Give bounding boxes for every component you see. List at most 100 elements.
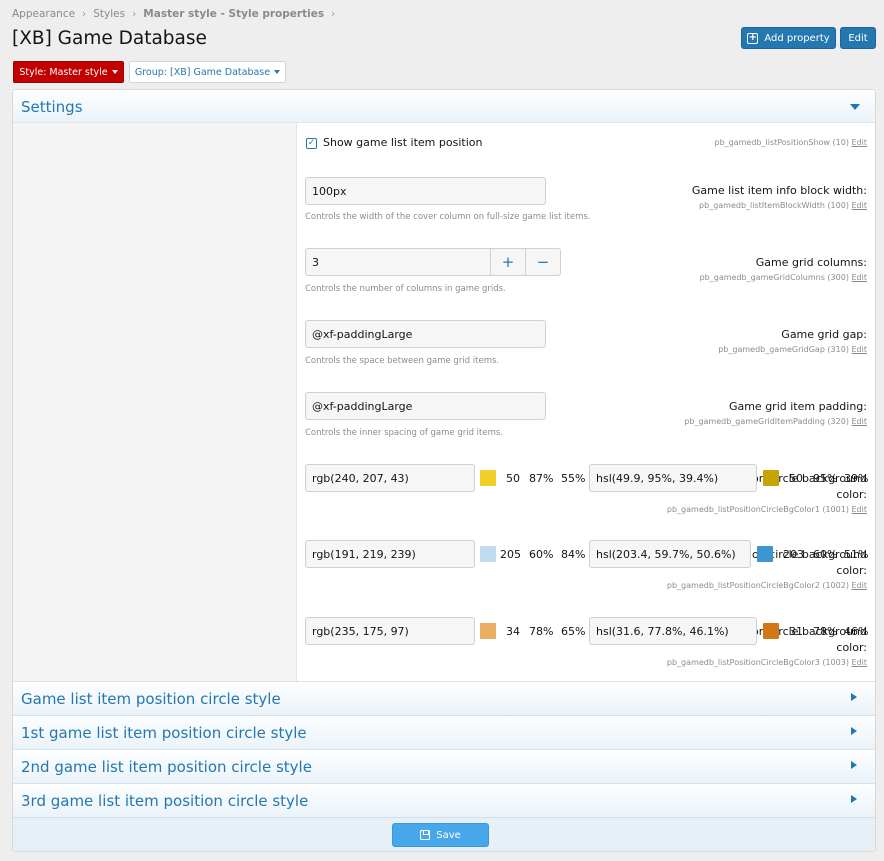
breadcrumb-link-appearance[interactable]: Appearance bbox=[12, 8, 76, 20]
settings-section-header[interactable]: Settings bbox=[13, 90, 875, 123]
section-header-2nd-circle-style[interactable]: 2nd game list item position circle style bbox=[13, 749, 875, 783]
hsl-color-input[interactable]: hsl(203.4, 59.7%, 50.6%) bbox=[589, 540, 751, 568]
settings-title: Settings bbox=[21, 98, 83, 116]
color-label-suffix: color: bbox=[836, 488, 867, 501]
hue-value: 50 bbox=[789, 472, 803, 485]
property-hint: pb_gamedb_gameGridGap (310) Edit bbox=[718, 345, 867, 354]
property-hint: pb_gamedb_listPositionCircleBgColor1 (10… bbox=[667, 505, 867, 514]
saturation-value: 87% bbox=[529, 472, 554, 485]
save-button[interactable]: Save bbox=[392, 823, 489, 847]
edit-link[interactable]: Edit bbox=[851, 273, 868, 282]
color-swatch[interactable] bbox=[763, 623, 779, 639]
edit-link[interactable]: Edit bbox=[851, 581, 868, 590]
edit-link[interactable]: Edit bbox=[851, 138, 868, 147]
expand-toggle-icon bbox=[851, 795, 857, 803]
property-name: pb_gamedb_listPositionCircleBgColor1 (10… bbox=[666, 505, 849, 514]
grid-gap-label: Game grid gap: bbox=[781, 328, 867, 341]
style-selector-button[interactable]: Style: Master style bbox=[13, 61, 124, 83]
hsl-color-input[interactable]: hsl(49.9, 95%, 39.4%) bbox=[589, 464, 757, 492]
grid-padding-label: Game grid item padding: bbox=[728, 400, 867, 413]
color-swatch[interactable] bbox=[757, 546, 773, 562]
rgb-color-input[interactable]: rgb(191, 219, 239) bbox=[305, 540, 475, 568]
block-width-explain: Controls the width of the cover column o… bbox=[305, 212, 591, 222]
hsl-color-input[interactable]: hsl(31.6, 77.8%, 46.1%) bbox=[589, 617, 757, 645]
grid-columns-input[interactable]: 3 bbox=[305, 248, 491, 276]
expand-toggle-icon bbox=[851, 727, 857, 735]
grid-columns-explain: Controls the number of columns in game g… bbox=[305, 284, 506, 294]
section-header-1st-circle-style[interactable]: 1st game list item position circle style bbox=[13, 715, 875, 749]
expand-toggle-icon bbox=[851, 693, 857, 701]
property-name: pb_gamedb_gameGridGap (310) bbox=[718, 345, 849, 354]
property-hint: pb_gamedb_listItemBlockWidth (100) Edit bbox=[699, 201, 867, 210]
property-hint: pb_gamedb_listPositionCircleBgColor3 (10… bbox=[667, 658, 867, 667]
property-name: pb_gamedb_listPositionCircleBgColor3 (10… bbox=[666, 658, 849, 667]
grid-padding-input[interactable]: @xf-paddingLarge bbox=[305, 392, 546, 420]
chevron-down-icon bbox=[274, 70, 281, 74]
expand-toggle-icon bbox=[851, 761, 857, 769]
block-width-label: Game list item info block width: bbox=[691, 184, 867, 197]
lightness-value: 84% bbox=[561, 548, 586, 561]
grid-padding-explain: Controls the inner spacing of game grid … bbox=[305, 428, 504, 438]
color-swatch[interactable] bbox=[480, 623, 496, 639]
edit-link[interactable]: Edit bbox=[851, 201, 868, 210]
hue-value: 205 bbox=[500, 548, 521, 561]
breadcrumb-separator: › bbox=[132, 8, 137, 20]
group-selector-button[interactable]: Group: [XB] Game Database bbox=[129, 61, 286, 83]
edit-link[interactable]: Edit bbox=[851, 505, 868, 514]
lightness-value: 46% bbox=[844, 625, 869, 638]
saturation-value: 78% bbox=[813, 625, 838, 638]
section-header-3rd-circle-style[interactable]: 3rd game list item position circle style bbox=[13, 783, 875, 817]
edit-label: Edit bbox=[848, 32, 868, 44]
style-selector-label: Style: Master style bbox=[19, 66, 108, 78]
color-swatch[interactable] bbox=[480, 470, 496, 486]
property-name: pb_gamedb_listPositionCircleBgColor2 (10… bbox=[666, 581, 849, 590]
minus-icon: − bbox=[536, 253, 550, 271]
show-position-label: Show game list item position bbox=[323, 136, 483, 149]
color-swatch[interactable] bbox=[763, 470, 779, 486]
section-title: 2nd game list item position circle style bbox=[21, 758, 312, 776]
edit-link[interactable]: Edit bbox=[851, 417, 868, 426]
property-hint: pb_gamedb_gameGridItemPadding (320) Edit bbox=[684, 417, 867, 426]
style-properties-panel: Settings pb_gamedb_listPositionShow (10)… bbox=[12, 89, 876, 852]
section-title: 3rd game list item position circle style bbox=[21, 792, 309, 810]
lightness-value: 51% bbox=[844, 548, 869, 561]
increment-button[interactable]: + bbox=[490, 248, 526, 276]
add-property-label: Add property bbox=[764, 32, 830, 44]
breadcrumb: Appearance › Styles › Master style - Style p… bbox=[12, 8, 342, 20]
rgb-color-input[interactable]: rgb(240, 207, 43) bbox=[305, 464, 475, 492]
rgb-color-input[interactable]: rgb(235, 175, 97) bbox=[305, 617, 475, 645]
section-header-circle-style[interactable]: Game list item position circle style bbox=[13, 681, 875, 715]
hue-value: 34 bbox=[506, 625, 520, 638]
breadcrumb-link-style-properties[interactable]: Master style - Style properties bbox=[143, 8, 325, 20]
color-swatch[interactable] bbox=[480, 546, 496, 562]
edit-link[interactable]: Edit bbox=[851, 658, 868, 667]
add-property-button[interactable]: + Add property bbox=[741, 27, 836, 49]
block-width-input[interactable]: 100px bbox=[305, 177, 546, 205]
plus-icon: + bbox=[501, 253, 515, 271]
save-icon bbox=[420, 830, 431, 840]
lightness-value: 65% bbox=[561, 625, 586, 638]
edit-button[interactable]: Edit bbox=[840, 27, 876, 49]
property-name: pb_gamedb_listPositionShow (10) bbox=[714, 138, 849, 147]
plus-square-icon: + bbox=[747, 32, 759, 44]
saturation-value: 95% bbox=[813, 472, 838, 485]
breadcrumb-link-styles[interactable]: Styles bbox=[93, 8, 126, 20]
breadcrumb-separator: › bbox=[331, 8, 336, 20]
section-title: Game list item position circle style bbox=[21, 690, 281, 708]
group-selector-label: Group: [XB] Game Database bbox=[134, 66, 271, 78]
show-position-checkbox[interactable]: ✓ bbox=[306, 138, 317, 149]
lightness-value: 55% bbox=[561, 472, 586, 485]
color-label-suffix: color: bbox=[836, 564, 867, 577]
edit-link[interactable]: Edit bbox=[851, 345, 868, 354]
checkmark-icon: ✓ bbox=[307, 138, 316, 148]
decrement-button[interactable]: − bbox=[525, 248, 561, 276]
hue-value: 50 bbox=[506, 472, 520, 485]
property-name: pb_gamedb_listItemBlockWidth (100) bbox=[699, 201, 849, 210]
grid-gap-explain: Controls the space between game grid ite… bbox=[305, 356, 500, 366]
hue-value: 31 bbox=[789, 625, 803, 638]
breadcrumb-separator: › bbox=[82, 8, 87, 20]
save-label: Save bbox=[436, 829, 461, 841]
hue-value: 203 bbox=[783, 548, 804, 561]
color-label-suffix: color: bbox=[836, 641, 867, 654]
grid-gap-input[interactable]: @xf-paddingLarge bbox=[305, 320, 546, 348]
